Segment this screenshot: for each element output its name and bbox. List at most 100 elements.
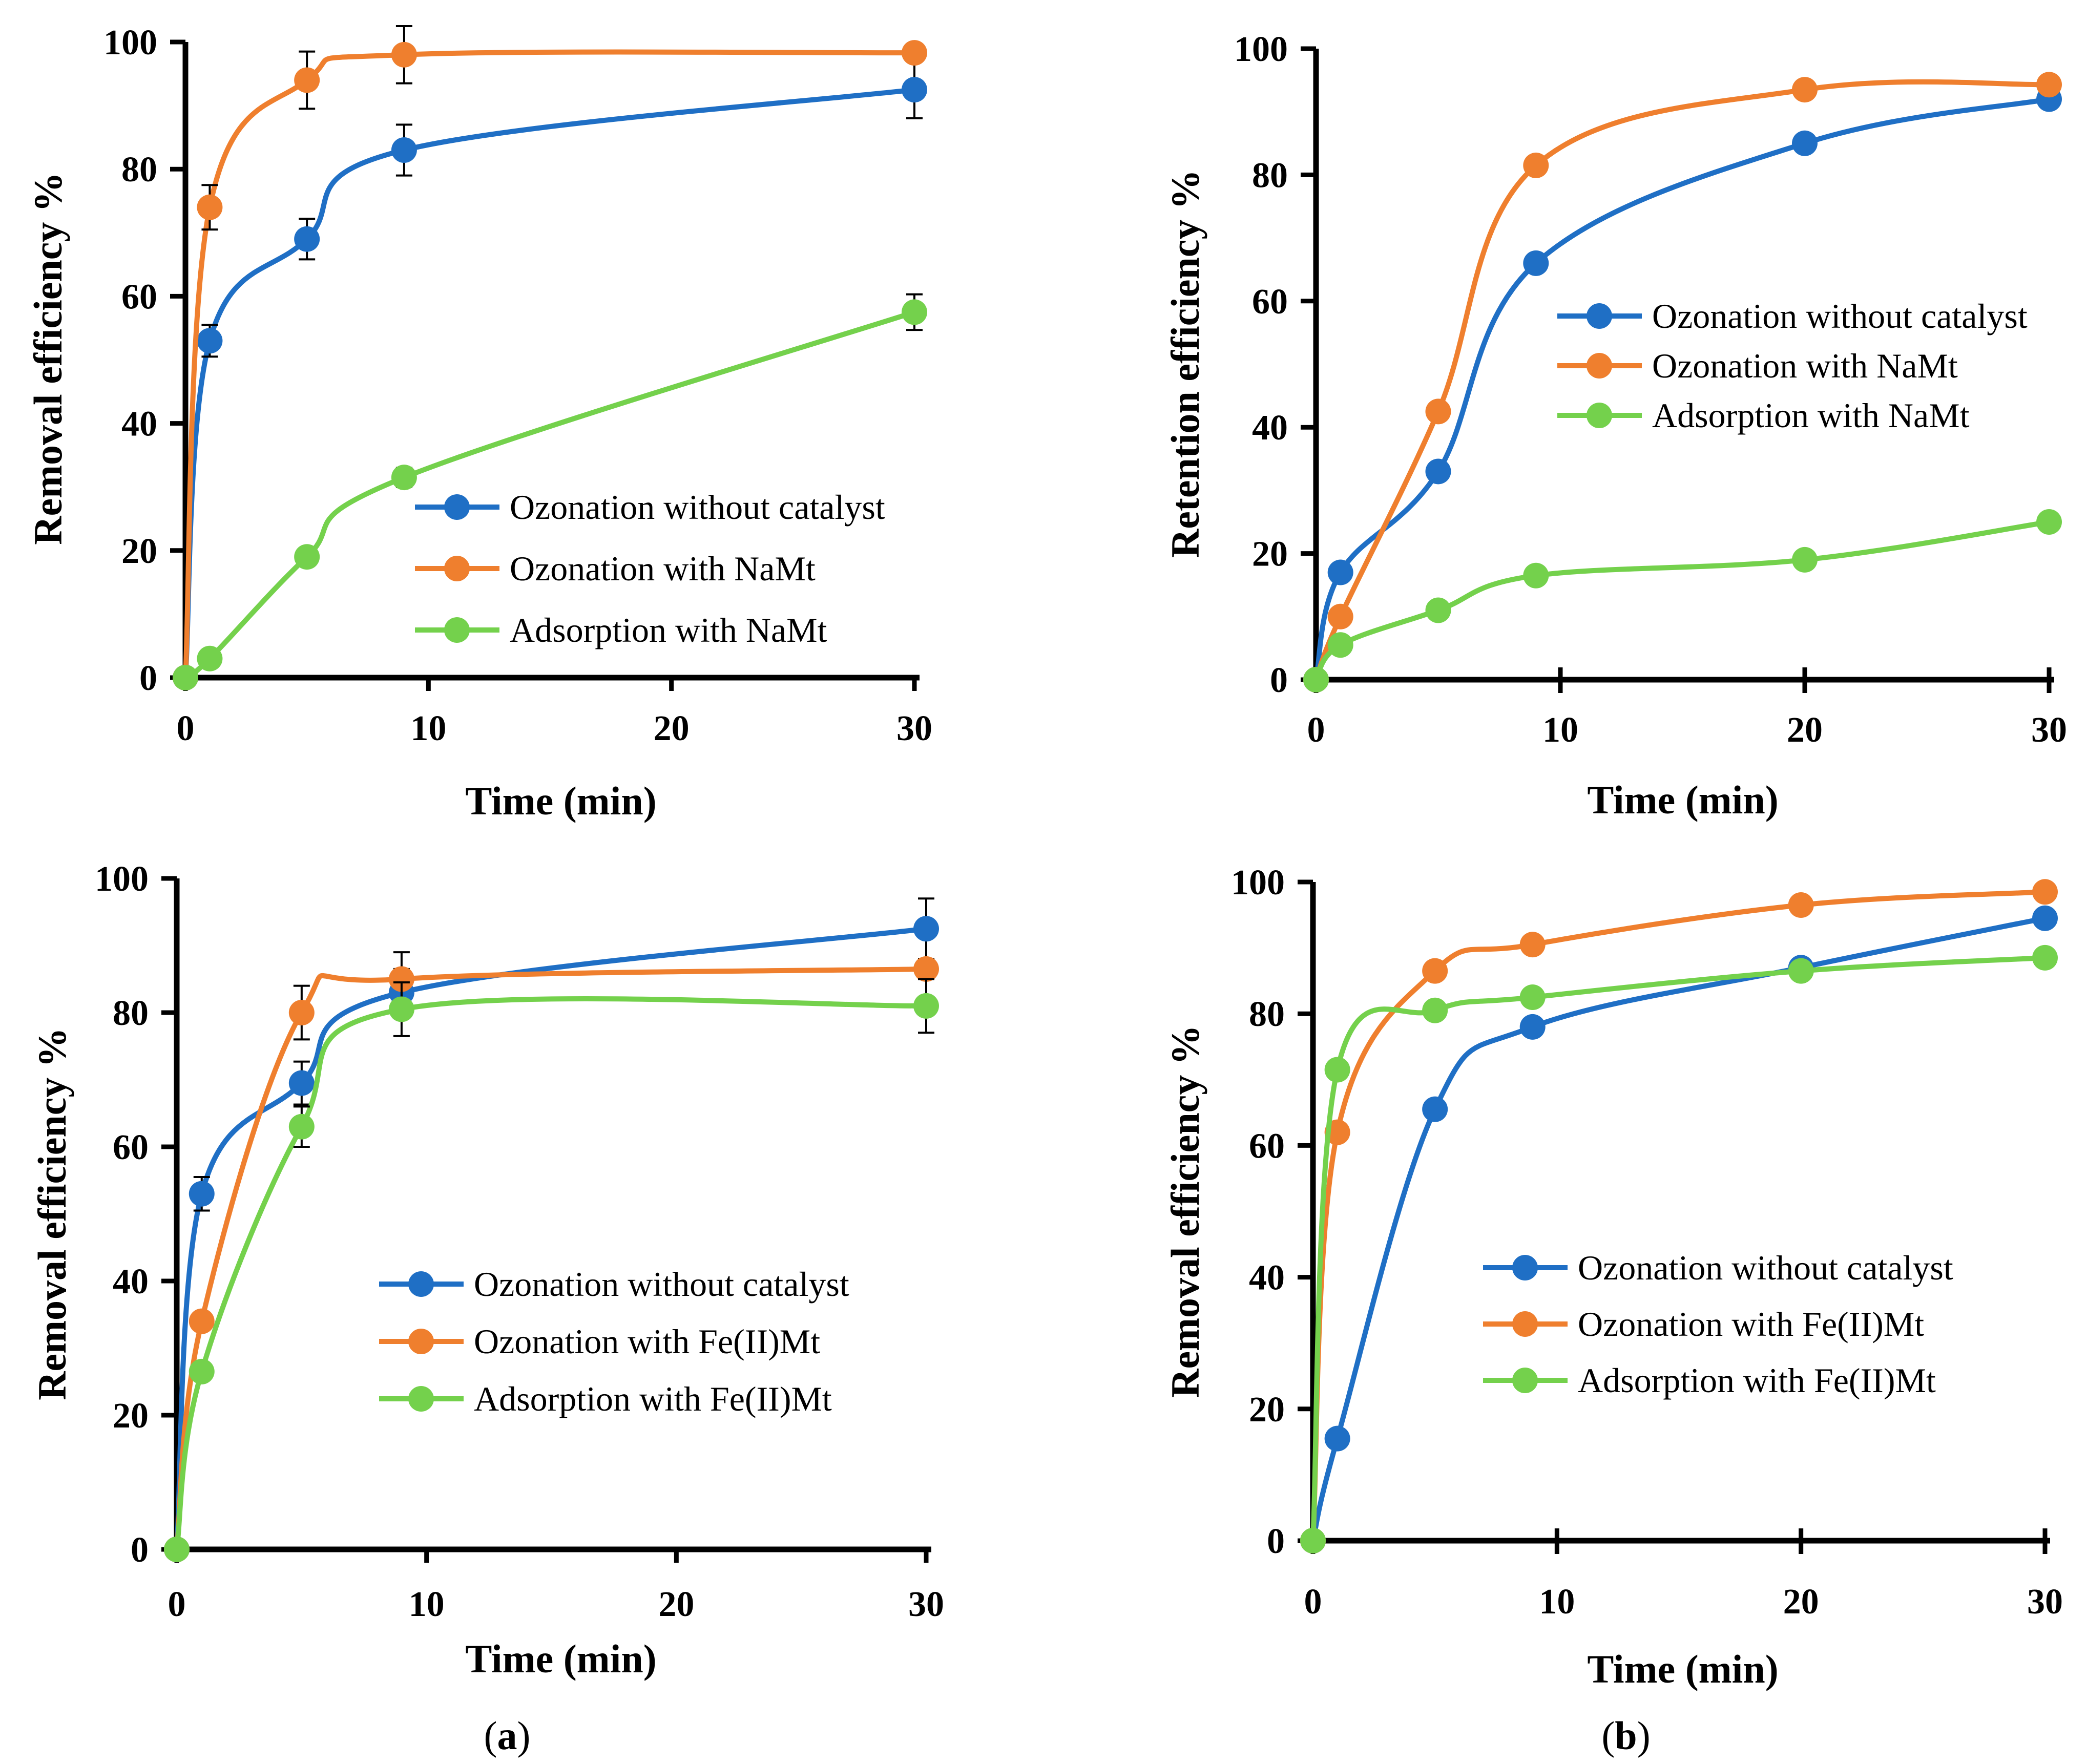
data-point <box>1792 130 1818 156</box>
series-adsorption-with-namt <box>1303 509 2062 692</box>
data-point <box>1327 559 1353 585</box>
y-axis-title: Removal efficiency % <box>1163 1025 1207 1398</box>
series-line <box>1310 955 2048 1543</box>
y-tick-label: 80 <box>1252 156 1288 195</box>
data-point <box>197 194 223 220</box>
x-axis-title: Time (min) <box>1587 778 1778 822</box>
legend-swatch-marker <box>1587 303 1612 329</box>
data-point <box>164 1537 190 1562</box>
y-tick-label: 40 <box>1252 408 1288 448</box>
y-axis-title: Removal efficiency % <box>26 172 70 545</box>
y-tick-label: 40 <box>113 1262 149 1301</box>
x-axis-title: Time (min) <box>465 779 656 823</box>
data-point <box>913 916 939 942</box>
series-line <box>183 87 917 680</box>
legend-swatch-marker <box>1587 353 1612 379</box>
y-tick-label: 100 <box>1234 30 1288 69</box>
x-tick-label: 10 <box>1542 710 1578 750</box>
legend-swatch-marker <box>444 494 470 520</box>
data-point <box>2032 944 2058 971</box>
legend-entry: Ozonation with Fe(II)Mt <box>1578 1305 1924 1343</box>
x-tick-label: 0 <box>177 709 195 748</box>
x-tick-label: 20 <box>1783 1582 1819 1622</box>
legend-entry: Ozonation with NaMt <box>510 549 816 588</box>
data-point <box>1327 603 1353 629</box>
legend-swatch-marker <box>1587 403 1612 428</box>
data-point <box>1523 250 1549 276</box>
data-point <box>1523 562 1549 589</box>
x-tick-label: 0 <box>168 1585 186 1624</box>
x-axis-title: Time (min) <box>465 1636 656 1681</box>
legend-entry: Ozonation without catalyst <box>1652 297 2028 335</box>
y-axis-title: Removal efficiency % <box>30 1027 74 1400</box>
data-point <box>197 645 223 671</box>
legend-swatch-marker <box>408 1271 434 1297</box>
x-tick-label: 20 <box>658 1585 694 1624</box>
data-point <box>902 77 927 103</box>
data-point <box>189 1181 215 1207</box>
y-axis-title: Retention efficiency % <box>1163 170 1207 558</box>
legend-swatch-marker <box>1512 1255 1538 1280</box>
series-ozonation-with-namt <box>1303 72 2062 692</box>
x-tick-label: 20 <box>1787 710 1823 750</box>
chart-top-left: 0 20 40 60 80 100 0 10 20 30 Time (min) Removal eff… <box>26 23 932 823</box>
y-tick-label: 60 <box>113 1128 149 1167</box>
data-point <box>294 544 320 570</box>
legend-entry: Adsorption with Fe(II)Mt <box>1578 1361 1936 1400</box>
y-tick-label: 40 <box>121 405 157 444</box>
series-line <box>1310 915 2048 1543</box>
y-tick-label: 80 <box>113 994 149 1033</box>
legend-swatch-marker <box>444 556 470 581</box>
y-tick-label: 80 <box>121 150 157 190</box>
series-ozonation-with-namt <box>173 25 927 690</box>
x-tick-label: 20 <box>654 709 690 748</box>
series-line <box>1313 79 2052 682</box>
legend-entry: Adsorption with NaMt <box>510 611 827 649</box>
series-line <box>174 996 929 1552</box>
data-point <box>902 40 927 66</box>
data-point <box>288 1070 315 1096</box>
data-point <box>902 299 927 325</box>
y-tick-label: 20 <box>1252 535 1288 574</box>
data-point <box>391 137 417 163</box>
data-point <box>1519 984 1546 1011</box>
legend-swatch-marker <box>408 1329 434 1354</box>
legend-entry: Adsorption with Fe(II)Mt <box>474 1379 832 1418</box>
data-point <box>197 328 223 354</box>
data-point <box>173 665 198 690</box>
y-tick-label: 20 <box>1249 1390 1285 1430</box>
x-tick-label: 10 <box>410 709 446 748</box>
panel-label-b: (b) <box>1601 1713 1650 1758</box>
chart-top-right: 0 20 40 60 80 100 0 10 20 30 Time (min) Retention e… <box>1163 30 2067 822</box>
data-point <box>388 966 414 992</box>
data-point <box>391 465 417 491</box>
chart-bottom-left: 0 20 40 60 80 100 0 10 20 30 Time (min) Removal eff… <box>30 859 944 1681</box>
data-point <box>1519 932 1546 958</box>
x-tick-label: 30 <box>908 1585 944 1624</box>
x-tick-label: 0 <box>1304 1582 1322 1622</box>
panel-label-a: (a) <box>484 1713 531 1758</box>
y-tick-label: 60 <box>121 277 157 317</box>
data-point <box>1788 958 1814 984</box>
data-point <box>1324 1425 1350 1452</box>
y-tick-label: 0 <box>1270 661 1288 700</box>
x-tick-label: 30 <box>2031 710 2067 750</box>
data-point <box>1425 458 1451 485</box>
legend-entry: Ozonation with NaMt <box>1652 346 1958 385</box>
data-point <box>2032 905 2058 931</box>
data-point <box>1792 77 1818 103</box>
legend-swatch-marker <box>444 617 470 643</box>
data-point <box>294 67 320 93</box>
x-tick-label: 30 <box>2027 1582 2063 1622</box>
data-point <box>189 1308 215 1334</box>
series-line <box>174 926 929 1552</box>
data-point <box>1792 547 1818 573</box>
data-point <box>1422 958 1448 984</box>
data-point <box>1324 1057 1350 1083</box>
series-line <box>174 966 929 1552</box>
y-tick-label: 100 <box>103 23 157 62</box>
data-point <box>1422 997 1448 1023</box>
x-tick-label: 10 <box>1539 1582 1575 1622</box>
data-point <box>1788 892 1814 918</box>
